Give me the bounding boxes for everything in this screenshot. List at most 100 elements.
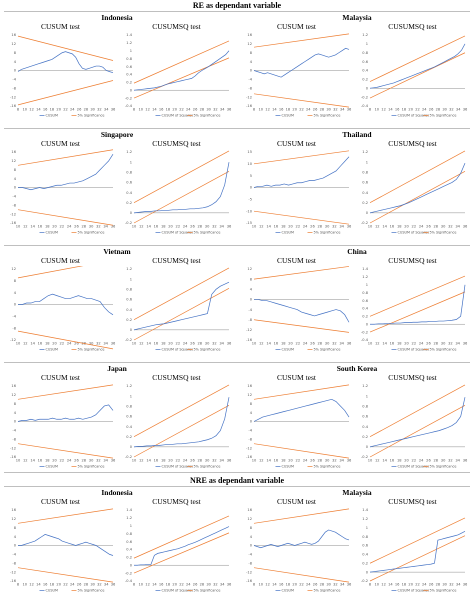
x-tick-label: 26	[77, 108, 82, 112]
lower-5pct-bound	[369, 170, 466, 224]
x-tick-label: 14	[272, 108, 277, 112]
cusumsq-test-label: CUSUMSQ test	[388, 497, 437, 506]
x-tick-label: 28	[436, 583, 441, 587]
y-tick-label: 4	[14, 291, 17, 295]
legend-label-bound: 5% Significance	[430, 465, 457, 469]
cusumsq-chart: -0.2 0 0.2 0.4 0.6 0.8 1 1.2 10 12 14 16 18 20 22 24 26 2…	[125, 267, 232, 351]
legend-label-statistic: CUSUM of Squares	[398, 114, 430, 118]
x-tick-label: 10	[138, 583, 143, 587]
x-tick-label: 10	[252, 225, 257, 229]
lower-5pct-bound	[17, 80, 114, 106]
upper-5pct-bound	[133, 40, 230, 84]
y-tick-label: 12	[11, 517, 16, 521]
cusum-test-label: CUSUM test	[277, 497, 316, 506]
x-tick-label: 34	[455, 225, 460, 229]
cusum-test-label: CUSUM test	[41, 139, 80, 148]
x-tick-label: 36	[227, 583, 232, 587]
cusum-test-label: CUSUM test	[41, 22, 80, 31]
y-tick-label: -4	[248, 429, 252, 433]
y-tick-label: -16	[246, 579, 253, 583]
x-tick-label: 8	[17, 583, 20, 587]
x-tick-label: 18	[281, 459, 286, 463]
x-tick-label: 18	[286, 108, 291, 112]
x-tick-label: 20	[292, 583, 297, 587]
x-tick-label: 10	[252, 459, 257, 463]
x-tick-label: 26	[310, 342, 315, 346]
y-tick-label: 8	[14, 168, 17, 172]
y-tick-label: -0.4	[125, 104, 133, 108]
x-tick-label: 20	[404, 342, 409, 346]
x-tick-label: 30	[206, 583, 211, 587]
x-tick-label: 22	[415, 108, 420, 112]
x-tick-label: 24	[306, 583, 311, 587]
legend-label-bound: 5% Significance	[430, 348, 457, 352]
y-tick-label: -0.4	[361, 338, 369, 342]
x-tick-label: 12	[23, 459, 28, 463]
x-tick-label: 16	[395, 583, 400, 587]
cusumsq-chart: -0.4-0.200.20.40.60.811.21.48 10 12 14 16 18 2…	[125, 33, 232, 117]
x-tick-label: 34	[219, 342, 224, 346]
x-tick-label: 12	[259, 225, 264, 229]
x-tick-label: 24	[67, 459, 72, 463]
y-tick-label: 8	[14, 51, 17, 55]
x-tick-label: 36	[463, 583, 468, 587]
x-tick-label: 10	[368, 225, 373, 229]
x-tick-label: 30	[441, 342, 446, 346]
legend-label-statistic: CUSUM of Squares	[162, 231, 194, 235]
x-tick-label: 24	[303, 459, 308, 463]
y-tick-label: -4	[248, 308, 252, 312]
x-tick-label: 36	[227, 342, 232, 346]
cusumsq-chart: -0.2 0 0.2 0.4 0.6 0.8 1 1.2 10 12 14 16 18 20 22 24 26 2…	[125, 150, 232, 235]
lower-5pct-bound	[17, 567, 114, 583]
x-tick-label: 22	[179, 583, 184, 587]
x-tick-label: 36	[227, 108, 232, 112]
x-tick-label: 12	[139, 342, 144, 346]
x-tick-label: 22	[60, 459, 65, 463]
x-tick-label: 14	[388, 108, 393, 112]
x-tick-label: 26	[429, 108, 434, 112]
x-tick-label: 12	[259, 342, 264, 346]
x-tick-label: 34	[219, 459, 224, 463]
legend-label-statistic: CUSUM	[46, 589, 58, 593]
cusumsq-statistic-line	[134, 526, 230, 566]
x-tick-label: 10	[16, 459, 21, 463]
x-tick-label: 32	[448, 225, 453, 229]
x-tick-label: 30	[90, 583, 95, 587]
cusum-statistic-line	[18, 534, 114, 556]
x-tick-label: 24	[67, 342, 72, 346]
lower-5pct-bound	[369, 291, 466, 333]
x-tick-label: 26	[426, 225, 431, 229]
legend-label-bound: 5% Significance	[78, 589, 105, 593]
cusumsq-test-label: CUSUMSQ test	[388, 256, 437, 265]
y-tick-label: -12	[246, 95, 252, 99]
x-tick-label: 20	[168, 459, 173, 463]
upper-5pct-bound	[369, 517, 466, 564]
legend-label-statistic: CUSUM	[282, 465, 294, 469]
upper-5pct-bound	[253, 33, 350, 48]
x-tick-label: 34	[456, 108, 461, 112]
y-tick-label: -16	[10, 579, 17, 583]
x-tick-label: 24	[422, 583, 427, 587]
x-tick-label: 36	[111, 108, 116, 112]
x-tick-label: 28	[81, 459, 86, 463]
x-tick-label: 22	[412, 225, 417, 229]
y-tick-label: 12	[247, 517, 252, 521]
y-tick-label: 4	[250, 535, 253, 539]
legend-label-statistic: CUSUM	[282, 589, 294, 593]
x-tick-label: 28	[433, 225, 438, 229]
y-tick-label: 0	[250, 69, 253, 73]
x-tick-label: 10	[16, 225, 21, 229]
y-tick-label: 0.4	[362, 191, 368, 195]
country-label: South Korea	[336, 364, 378, 373]
x-tick-label: 24	[422, 108, 427, 112]
y-tick-label: 0.6	[362, 181, 368, 185]
x-tick-label: 8	[133, 108, 136, 112]
y-tick-label: -4	[12, 553, 16, 557]
x-tick-label: 22	[299, 108, 304, 112]
x-tick-label: 14	[272, 583, 277, 587]
y-tick-label: 0.4	[126, 191, 132, 195]
lower-5pct-bound	[17, 330, 114, 350]
x-tick-label: 28	[317, 342, 322, 346]
lower-5pct-bound	[17, 443, 114, 459]
